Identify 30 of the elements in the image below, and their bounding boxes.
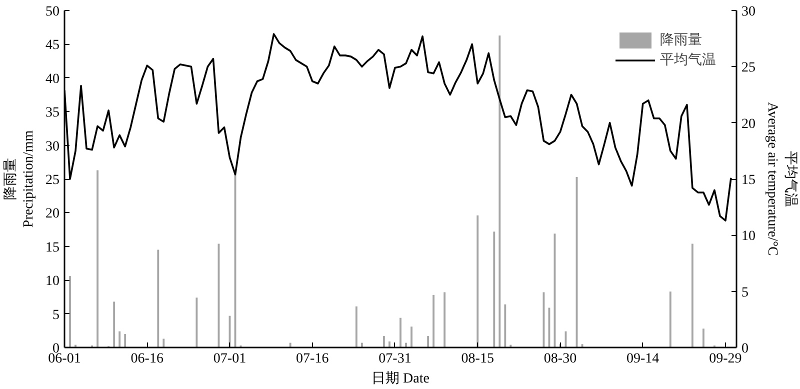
x-tick-label: 07-31 xyxy=(378,352,412,366)
y-tick-label: 10 xyxy=(46,274,60,290)
x-tick-label: 09-14 xyxy=(626,352,660,366)
legend-label: 降雨量 xyxy=(660,32,702,49)
y-tick-label: 45 xyxy=(46,38,60,54)
x-tick-label: 07-01 xyxy=(213,352,246,366)
y2-axis-title: 平均气温 Average air temperature/°C xyxy=(764,102,798,256)
y-axis-title: 降雨量 Precipitation/mm xyxy=(2,130,36,228)
y-tick-label: 30 xyxy=(46,139,60,154)
y-tick-label: 20 xyxy=(46,206,60,222)
y2-tick-label: 10 xyxy=(742,229,756,244)
y-tick-label: 15 xyxy=(46,240,60,256)
y-tick-label: 5 xyxy=(52,308,60,323)
legend-label: 平均气温 xyxy=(660,52,716,69)
x-axis-title: 日期 Date xyxy=(372,370,430,386)
y-tick-label: 40 xyxy=(46,72,60,87)
y-tick-label: 50 xyxy=(46,4,60,20)
y2-tick-label: 15 xyxy=(742,173,756,188)
x-tick-label: 08-30 xyxy=(544,352,577,366)
y2-tick-label: 30 xyxy=(742,4,756,20)
y2-tick-label: 0 xyxy=(742,342,748,356)
y2-tick-label: 25 xyxy=(742,60,756,76)
y2-tick-label: 5 xyxy=(742,285,748,300)
x-tick-label: 06-16 xyxy=(130,352,164,366)
x-tick-label: 08-15 xyxy=(461,352,494,366)
y2-tick-label: 20 xyxy=(742,116,756,132)
y-tick-label: 35 xyxy=(46,106,60,121)
x-tick-label: 07-16 xyxy=(296,352,329,366)
x-tick-label: 09-29 xyxy=(709,352,742,366)
y-tick-label: 25 xyxy=(46,173,60,188)
